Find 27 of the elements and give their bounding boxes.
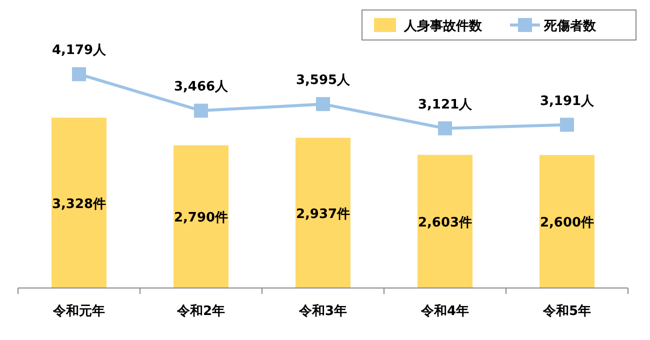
bar [418,154,472,288]
legend-label: 人身事故件数 [403,19,483,34]
x-tick-label: 令和2年 [176,303,226,319]
data-label: 3,466人 [174,80,230,95]
point [316,97,330,112]
data-label: 2,790件 [174,210,228,226]
bar [296,138,350,288]
point [560,118,574,132]
bar [540,154,594,288]
x-tick-label: 令和3年 [298,303,348,319]
data-label: 3,191人 [540,94,596,109]
legend-label: 死傷者数 [543,19,597,34]
point [194,104,208,118]
bar [52,118,106,288]
data-label: 2,600件 [540,215,594,230]
data-label: 3,595人 [296,73,352,88]
bar [174,145,228,288]
point [72,67,86,82]
data-label: 3,121人 [418,97,474,112]
data-label: 3,328件 [52,196,106,212]
data-label: 2,603件 [418,215,472,230]
point [438,121,452,136]
x-tick-label: 令和5年 [542,303,592,319]
data-label: 4,179人 [52,43,108,58]
data-label: 2,937件 [296,206,350,222]
x-tick-label: 令和4年 [420,303,470,319]
x-tick-label: 令和元年 [52,303,105,319]
